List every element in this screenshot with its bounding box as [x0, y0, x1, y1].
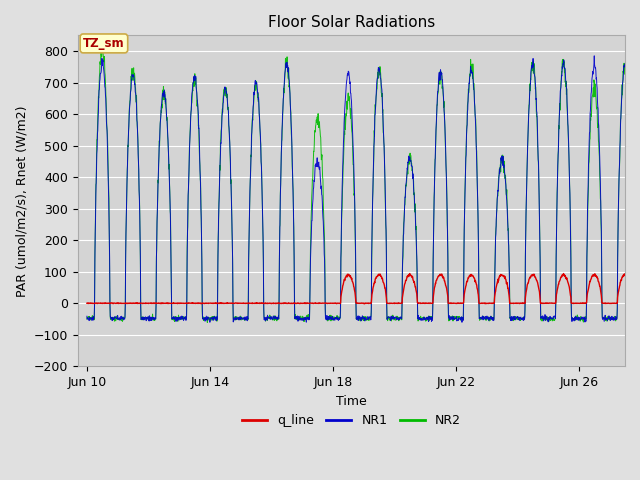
- Text: TZ_sm: TZ_sm: [83, 37, 125, 50]
- Y-axis label: PAR (umol/m2/s), Rnet (W/m2): PAR (umol/m2/s), Rnet (W/m2): [15, 105, 28, 297]
- Title: Floor Solar Radiations: Floor Solar Radiations: [268, 15, 435, 30]
- Legend: q_line, NR1, NR2: q_line, NR1, NR2: [237, 409, 466, 432]
- X-axis label: Time: Time: [336, 395, 367, 408]
